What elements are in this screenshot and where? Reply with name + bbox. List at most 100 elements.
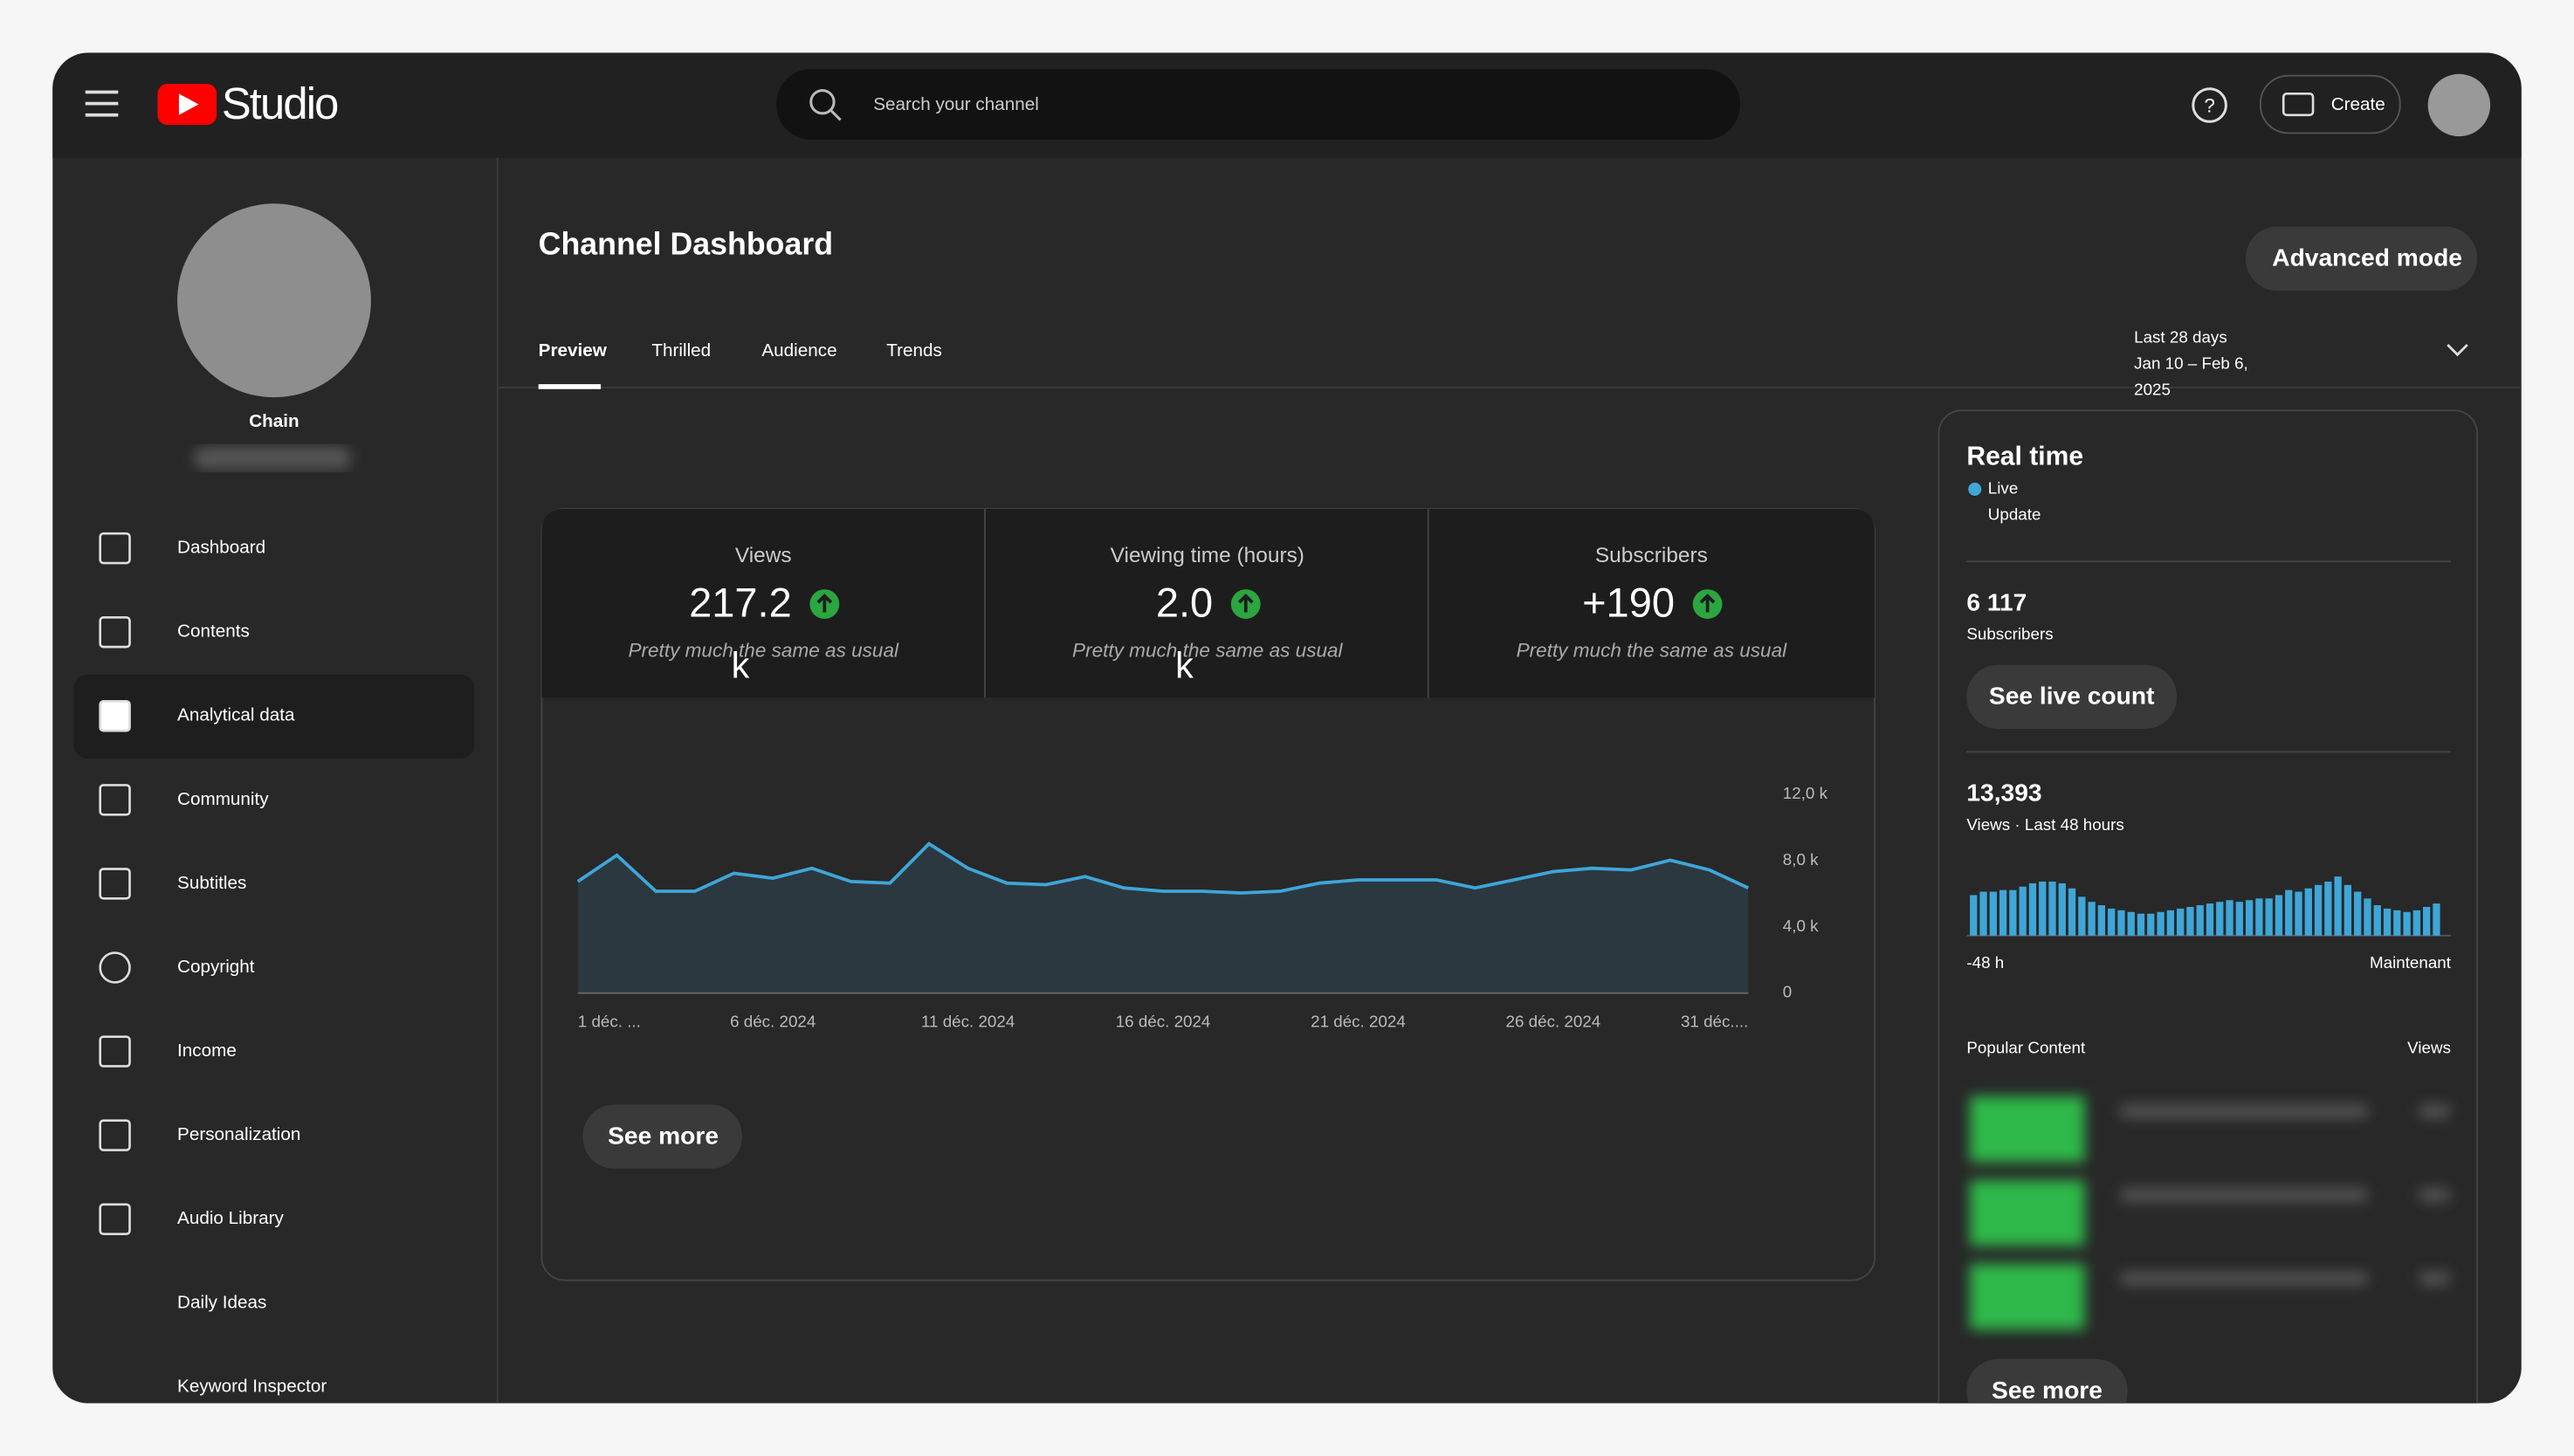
- nav-icon: [99, 1119, 131, 1151]
- logo-text[interactable]: Studio: [222, 79, 340, 128]
- subscriber-label: Subscribers: [1966, 625, 2053, 643]
- x-tick-label: 26 déc. 2024: [1506, 1012, 1601, 1030]
- realtime-bar: [2068, 888, 2076, 936]
- logo-play: [178, 93, 199, 115]
- y-tick-label: 0: [1783, 983, 1792, 1001]
- nav-icon: [99, 1035, 131, 1068]
- realtime-bar: [2403, 911, 2411, 936]
- nav-label[interactable]: Contents: [177, 622, 250, 642]
- realtime-bar: [2166, 910, 2175, 936]
- tab[interactable]: Audience: [761, 340, 836, 361]
- views-count: 13,393: [1966, 779, 2041, 807]
- popular-content-title: Popular Content: [1966, 1039, 2086, 1057]
- help-glyph: ?: [2204, 94, 2215, 116]
- nav-icon: [99, 700, 131, 732]
- nav-label[interactable]: Personalization: [177, 1124, 300, 1144]
- realtime-bar: [2354, 891, 2362, 936]
- trend-arrow: [816, 593, 833, 613]
- date-dropdown[interactable]: [2447, 343, 2468, 357]
- tab[interactable]: Preview: [539, 340, 608, 361]
- realtime-bar: [2108, 908, 2116, 936]
- channel-handle-blurred: [193, 446, 352, 470]
- realtime-bar: [2147, 913, 2155, 936]
- realtime-bar: [2343, 884, 2352, 936]
- x-tick-label: 6 déc. 2024: [730, 1012, 816, 1030]
- realtime-bar: [2304, 888, 2312, 936]
- area-fill: [577, 843, 1749, 993]
- realtime-bar: [2206, 903, 2214, 936]
- realtime-bar: [2048, 881, 2056, 936]
- realtime-bar: [2216, 902, 2224, 936]
- nav-label[interactable]: Analytical data: [177, 705, 295, 725]
- popular-see-more-label: See more: [1992, 1376, 2103, 1404]
- realtime-bar: [2423, 906, 2431, 936]
- y-tick-label: 4,0 k: [1783, 917, 1819, 935]
- realtime-bar: [2186, 906, 2194, 936]
- tab[interactable]: Trends: [886, 340, 942, 361]
- x-tick-label: 11 déc. 2024: [921, 1012, 1015, 1030]
- popular-see-more-button[interactable]: [1966, 1358, 2128, 1423]
- menu-icon[interactable]: [85, 90, 119, 117]
- nav-label[interactable]: Keyword Inspector: [177, 1376, 327, 1396]
- date-range-line[interactable]: Jan 10 – Feb 6,: [2134, 354, 2248, 373]
- metric-unit: k: [1175, 645, 1194, 685]
- see-more-label: See more: [608, 1122, 719, 1150]
- live-dot: [1968, 482, 1982, 496]
- x-tick-label: 31 déc....: [1681, 1012, 1748, 1030]
- help-button[interactable]: [2192, 87, 2227, 123]
- account-avatar[interactable]: [2427, 73, 2491, 137]
- nav-icon: [99, 951, 131, 984]
- channel-avatar[interactable]: [177, 203, 371, 398]
- realtime-bar: [2028, 883, 2037, 936]
- realtime-bar: [2039, 881, 2047, 936]
- search-icon-handle: [829, 109, 842, 121]
- nav-label[interactable]: Dashboard: [177, 538, 265, 558]
- realtime-bar: [2245, 900, 2254, 936]
- search-box[interactable]: [776, 69, 1740, 140]
- trend-arrow: [1699, 593, 1716, 613]
- realtime-bar: [1979, 891, 1987, 936]
- nav-label[interactable]: Subtitles: [177, 873, 246, 893]
- window: Studio Search your channel ? Create Chai…: [52, 52, 2522, 1423]
- realtime-bar: [2324, 881, 2332, 936]
- date-range-line[interactable]: 2025: [2134, 381, 2171, 399]
- see-live-count-label: See live count: [1989, 682, 2155, 710]
- realtime-bar: [2196, 905, 2204, 936]
- nav-icon: [99, 784, 131, 816]
- popular-content-blurred: [1970, 1096, 2450, 1330]
- realtime-bar: [2412, 910, 2421, 936]
- realtime-axis-end: Maintenant: [2370, 953, 2452, 972]
- nav-label[interactable]: Community: [177, 789, 269, 809]
- metric-note: Pretty much the same as usual: [1072, 640, 1344, 662]
- realtime-bar: [2373, 905, 2381, 936]
- realtime-bar: [2314, 884, 2323, 936]
- metric-value: +190: [1582, 579, 1675, 625]
- nav-label[interactable]: Copyright: [177, 957, 255, 977]
- realtime-bar: [2019, 886, 2027, 936]
- realtime-bar: [2117, 910, 2125, 936]
- advanced-mode-button[interactable]: [2245, 226, 2478, 291]
- x-tick-label: 1 déc. ...: [578, 1012, 641, 1030]
- create-button[interactable]: [2259, 74, 2401, 134]
- realtime-bar: [2097, 905, 2106, 936]
- realtime-bar: [2334, 876, 2342, 936]
- realtime-bar: [2058, 883, 2066, 936]
- see-more-button[interactable]: [582, 1104, 742, 1169]
- realtime-bar: [2364, 898, 2371, 936]
- metric-label: Views: [735, 544, 792, 567]
- nav-label[interactable]: Audio Library: [177, 1208, 284, 1228]
- nav-label[interactable]: Daily Ideas: [177, 1292, 266, 1312]
- tab[interactable]: Thrilled: [651, 340, 711, 361]
- metric-note: Pretty much the same as usual: [628, 640, 899, 662]
- realtime-bar: [2226, 900, 2233, 936]
- nav-icon: [99, 532, 131, 565]
- date-range-line[interactable]: Last 28 days: [2134, 327, 2227, 346]
- nav-label[interactable]: Income: [177, 1040, 237, 1061]
- nav-icon: [99, 1203, 131, 1235]
- live-label: Live: [1988, 478, 2018, 497]
- realtime-bar: [1999, 889, 2007, 936]
- see-live-count-button[interactable]: [1966, 664, 2178, 729]
- create-icon: [2282, 93, 2315, 117]
- metric-label: Viewing time (hours): [1111, 544, 1304, 567]
